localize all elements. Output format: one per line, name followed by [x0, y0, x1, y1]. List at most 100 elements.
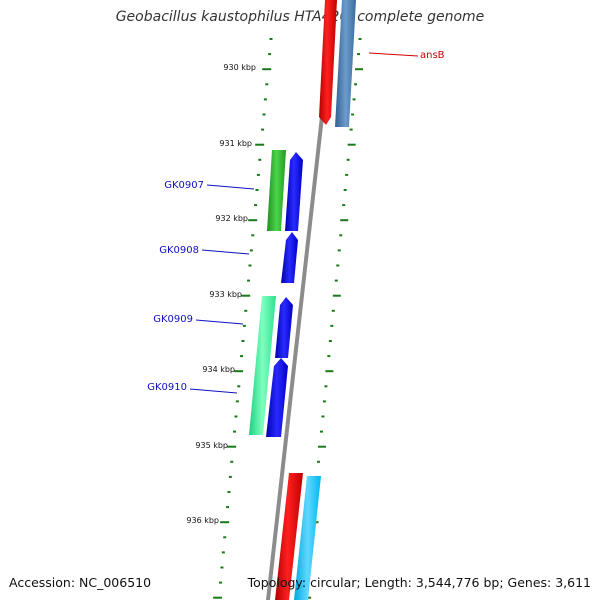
scale-tick	[244, 309, 248, 312]
scale-tick	[339, 234, 343, 237]
scale-label-934: 934 kbp	[202, 365, 235, 374]
scale-tick	[332, 294, 341, 297]
genome-title: Geobacillus kaustophilus HTA426, complet…	[115, 9, 485, 25]
scale-tick	[240, 355, 244, 358]
scale-tick	[342, 204, 346, 207]
gk0909-label-line	[195, 319, 244, 325]
gene-label-gk0908[interactable]: GK0908	[159, 245, 199, 256]
scale-tick	[269, 38, 273, 40]
scale-tick	[349, 128, 353, 131]
ansb-gene-feature[interactable]	[319, 0, 337, 125]
scale-tick	[254, 204, 258, 207]
scale-tick	[242, 324, 246, 327]
ansb-label-line	[368, 52, 419, 57]
gk0907-label-line	[206, 184, 255, 190]
scale-tick	[325, 370, 334, 373]
gene-label-gk0907[interactable]: GK0907	[164, 180, 204, 191]
scale-tick	[265, 83, 269, 86]
bottom-cyan-feature-track[interactable]	[294, 476, 321, 600]
gk0909-cds-feature[interactable]	[275, 297, 293, 358]
scale-tick	[316, 460, 320, 463]
scale-tick	[230, 460, 234, 463]
scale-tick	[220, 566, 224, 569]
scale-tick	[256, 173, 260, 176]
scale-label-933: 933 kbp	[209, 290, 242, 299]
bottom-red-gene-feature[interactable]	[275, 473, 303, 600]
genome-backbone	[266, 0, 337, 600]
scale-tick	[322, 400, 326, 403]
gk0910-label-line	[189, 388, 238, 394]
scale-tick	[347, 143, 356, 146]
scale-tick	[327, 355, 331, 358]
scale-tick	[263, 98, 267, 101]
gk0908-label-line	[201, 249, 250, 255]
scale-tick	[262, 68, 272, 71]
scale-tick	[251, 234, 255, 237]
scale-tick	[330, 324, 334, 327]
scale-tick	[249, 249, 253, 252]
scale-tick	[248, 264, 252, 267]
scale-tick	[317, 445, 326, 448]
scale-tick	[221, 551, 225, 554]
scale-tick	[213, 596, 223, 599]
ansb-feature-track[interactable]	[335, 0, 356, 127]
gene-label-gk0910[interactable]: GK0910	[147, 382, 187, 393]
scale-tick	[334, 279, 338, 282]
scale-tick	[234, 370, 244, 373]
scale-label-936: 936 kbp	[186, 516, 219, 525]
scale-label-931: 931 kbp	[219, 139, 252, 148]
scale-tick	[321, 415, 325, 418]
genome-summary-text: Topology: circular; Length: 3,544,776 bp…	[247, 575, 591, 590]
scale-tick	[255, 143, 265, 146]
scale-tick	[255, 189, 259, 191]
scale-tick	[268, 53, 272, 56]
scale-tick	[223, 536, 227, 539]
scale-tick	[355, 68, 364, 71]
gk0907-gene-feature[interactable]	[267, 150, 286, 231]
scale-label-932: 932 kbp	[215, 214, 248, 223]
scale-tick	[228, 475, 232, 478]
scale-tick	[248, 219, 258, 222]
scale-tick	[241, 294, 251, 297]
scale-tick	[262, 113, 266, 116]
scale-tick	[331, 309, 335, 312]
scale-tick	[219, 581, 223, 584]
gk0910-cds-feature[interactable]	[266, 358, 288, 437]
scale-tick	[227, 445, 237, 448]
scale-label-930: 930 kbp	[223, 63, 256, 72]
scale-tick	[352, 98, 356, 101]
scale-tick	[345, 173, 349, 176]
scale-tick	[351, 113, 355, 116]
scale-tick	[220, 521, 230, 524]
scale-tick	[337, 249, 341, 252]
scale-tick	[235, 400, 239, 403]
scale-label-935: 935 kbp	[195, 441, 228, 450]
gene-label-ansb[interactable]: ansB	[420, 50, 445, 61]
scale-tick	[234, 415, 238, 418]
gk0908-cds-feature[interactable]	[281, 232, 298, 283]
gene-label-gk0909[interactable]: GK0909	[153, 314, 193, 325]
scale-tick	[336, 264, 340, 267]
scale-labels: 930 kbp 931 kbp 932 kbp 933 kbp 934 kbp …	[186, 63, 256, 525]
gk0907-cds-feature[interactable]	[285, 152, 303, 231]
scale-tick	[340, 219, 349, 222]
scale-tick	[227, 491, 231, 493]
scale-tick	[241, 340, 245, 342]
scale-tick	[226, 506, 230, 509]
scale-tick	[328, 340, 332, 342]
accession-text: Accession: NC_006510	[9, 575, 152, 590]
scale-tick	[261, 128, 265, 131]
scale-tick	[324, 385, 328, 388]
scale-tick	[354, 83, 358, 86]
scale-tick	[343, 189, 347, 191]
scale-tick	[346, 158, 350, 161]
scale-tick	[233, 430, 237, 433]
scale-tick	[247, 279, 251, 282]
scale-tick	[319, 430, 323, 433]
scale-tick	[358, 38, 362, 40]
gk0909-gene-feature[interactable]	[249, 296, 276, 435]
scale-tick	[237, 385, 241, 388]
scale-tick	[258, 158, 262, 161]
scale-tick	[357, 53, 361, 56]
